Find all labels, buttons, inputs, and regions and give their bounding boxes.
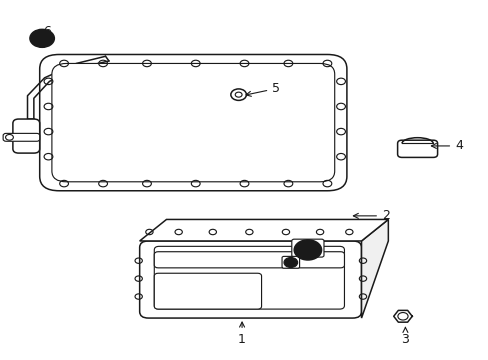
- FancyBboxPatch shape: [3, 134, 40, 141]
- Text: 3: 3: [401, 327, 408, 346]
- Text: 4: 4: [430, 139, 462, 152]
- FancyBboxPatch shape: [140, 241, 361, 318]
- FancyBboxPatch shape: [291, 239, 324, 257]
- Circle shape: [30, 30, 54, 47]
- Text: 5: 5: [245, 82, 280, 96]
- Circle shape: [284, 257, 297, 267]
- Text: 6: 6: [43, 25, 51, 44]
- Text: 2: 2: [353, 210, 389, 222]
- FancyBboxPatch shape: [282, 256, 299, 268]
- Text: 1: 1: [238, 322, 245, 346]
- FancyBboxPatch shape: [13, 119, 40, 153]
- Polygon shape: [140, 220, 387, 241]
- FancyBboxPatch shape: [154, 246, 344, 309]
- FancyBboxPatch shape: [154, 252, 344, 268]
- Polygon shape: [361, 220, 387, 318]
- FancyBboxPatch shape: [154, 273, 261, 309]
- FancyBboxPatch shape: [52, 63, 334, 182]
- FancyBboxPatch shape: [40, 54, 346, 191]
- FancyBboxPatch shape: [397, 140, 437, 157]
- Circle shape: [294, 240, 321, 260]
